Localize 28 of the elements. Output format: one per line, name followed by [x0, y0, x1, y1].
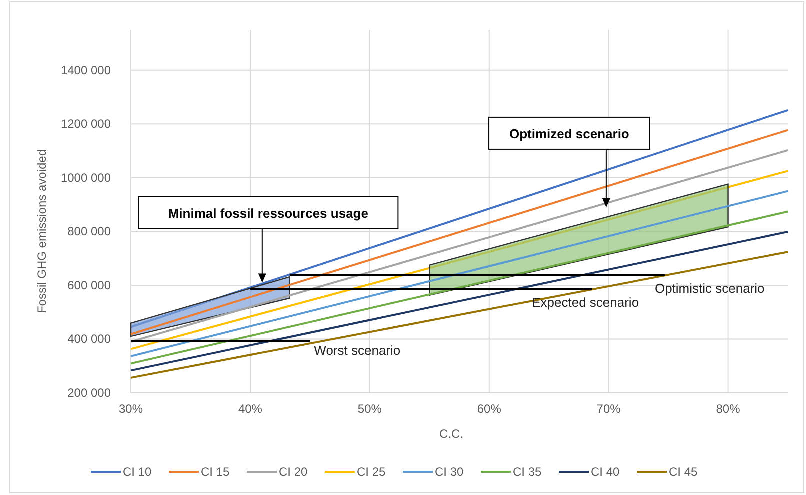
y-tick-label: 1400 000 — [60, 63, 112, 78]
x-tick-label: 40% — [238, 402, 263, 416]
x-tick-label: 80% — [716, 402, 741, 416]
legend-label: CI 45 — [669, 465, 698, 479]
y-tick-label: 1200 000 — [60, 117, 112, 132]
x-tick-label: 30% — [118, 402, 144, 416]
series-label: Optimistic scenario — [654, 281, 765, 296]
x-tick-label: 60% — [477, 402, 502, 416]
y-tick-label: 800 000 — [68, 224, 112, 239]
legend-label: CI 20 — [279, 465, 308, 479]
annotation: Optimized scenario — [509, 126, 630, 142]
legend-label: CI 30 — [435, 465, 464, 479]
x-axis-title: C.C. — [440, 427, 464, 441]
series-label: Worst scenario — [314, 343, 401, 358]
legend-label: CI 35 — [513, 465, 542, 479]
legend-label: CI 15 — [201, 465, 230, 479]
annotation: Minimal fossil ressources usage — [168, 206, 368, 221]
y-tick-label: 600 000 — [68, 278, 112, 292]
y-tick-label: 200 000 — [68, 386, 112, 400]
y-tick-label: 1000 000 — [60, 170, 112, 185]
x-tick-label: 70% — [596, 402, 622, 416]
y-tick-label: 400 000 — [68, 332, 112, 346]
x-tick-label: 50% — [358, 402, 382, 416]
legend-label: CI 40 — [591, 465, 620, 479]
series-label: Expected scenario — [532, 294, 640, 310]
y-axis-title: Fossil GHG emissions avoided — [35, 149, 49, 314]
legend-label: CI 10 — [123, 465, 152, 479]
legend-label: CI 25 — [357, 465, 386, 479]
